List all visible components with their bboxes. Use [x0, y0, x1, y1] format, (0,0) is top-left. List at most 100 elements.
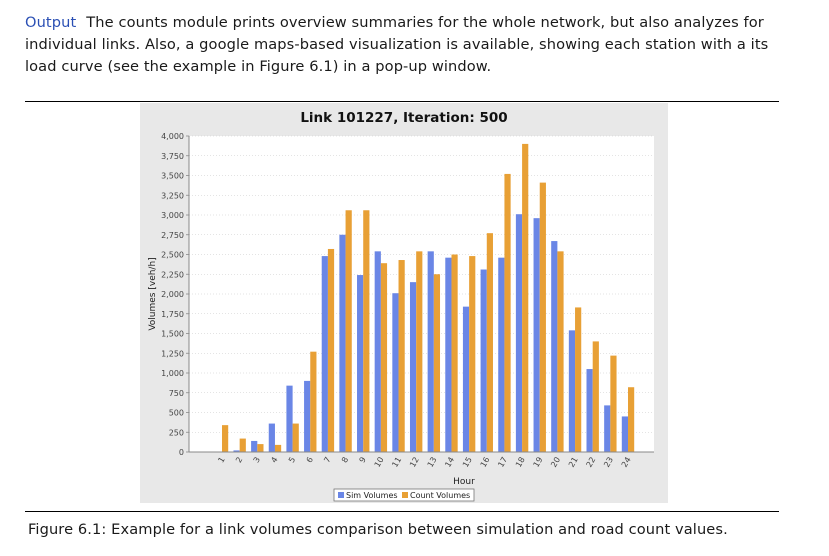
x-tick-label: 10	[373, 456, 386, 469]
bar-count-volume	[239, 438, 246, 452]
y-tick-label: 0	[179, 448, 184, 457]
y-tick-label: 1,000	[161, 369, 184, 378]
legend-label-count: Count Volumes	[410, 491, 470, 500]
bar-count-volume	[257, 444, 264, 452]
x-tick-label: 24	[620, 456, 633, 469]
bar-sim-volume	[480, 269, 487, 452]
x-tick-labels: 1 2 3 4 5 6 7 8 9 10 11 12 13 14 15 16 17 18 19 20 21 22 23 24	[216, 456, 632, 469]
bar-count-volume	[398, 260, 405, 452]
bar-count-volume	[486, 233, 493, 452]
figure-bottom-rule	[25, 511, 779, 512]
y-tick-label: 500	[169, 409, 184, 418]
y-tick-label: 2,250	[161, 270, 184, 279]
bar-sim-volume	[533, 218, 540, 452]
y-tick-labels: 0 250 500 750 1,000 1,250 1,500 1,750 2,000 2,250…	[161, 132, 189, 457]
x-tick-label: 12	[408, 456, 421, 469]
x-tick-label: 22	[585, 456, 598, 469]
x-tick-label: 20	[549, 456, 562, 469]
x-tick-label: 4	[269, 456, 279, 465]
bar-count-volume	[345, 210, 352, 452]
x-tick-label: 6	[305, 456, 315, 465]
bar-count-volume	[522, 143, 529, 452]
bar-count-volume	[274, 444, 282, 452]
bar-sim-volume	[498, 257, 505, 452]
y-tick-label: 1,750	[161, 310, 184, 319]
bar-count-volume	[451, 254, 458, 452]
bar-count-volume	[539, 182, 546, 453]
y-tick-label: 2,750	[161, 231, 184, 240]
bar-sim-volume	[339, 234, 346, 452]
bar-sim-volume	[304, 380, 311, 452]
output-keyword: Output	[25, 14, 77, 31]
bar-sim-volume	[392, 293, 399, 452]
y-axis-label: Volumes [veh/h]	[148, 257, 158, 330]
bar-sim-volume	[409, 282, 417, 452]
y-tick-label: 250	[169, 428, 184, 437]
y-tick-label: 1,250	[161, 349, 184, 358]
y-tick-label: 4,000	[161, 132, 184, 141]
bar-sim-volume	[586, 369, 593, 452]
x-tick-label: 13	[426, 456, 439, 469]
bar-sim-volume	[374, 251, 381, 452]
legend-swatch-count	[402, 492, 408, 498]
x-tick-label: 2	[234, 456, 244, 465]
y-tick-label: 3,500	[161, 172, 184, 181]
y-tick-label: 3,750	[161, 152, 184, 161]
y-tick-label: 2,000	[161, 290, 184, 299]
bar-sim-volume	[604, 405, 611, 452]
bar-count-volume	[310, 351, 317, 452]
bar-sim-volume	[321, 256, 328, 452]
bar-count-volume	[469, 256, 476, 452]
bar-sim-volume	[251, 440, 258, 452]
bar-count-volume	[628, 387, 635, 452]
volumes-chart: Link 101227, Iteration: 500 0 250 500 750 1,…	[140, 103, 668, 503]
y-tick-label: 750	[169, 389, 184, 398]
bar-count-volume	[416, 251, 423, 452]
bar-count-volume	[557, 251, 564, 452]
x-axis-label: Hour	[453, 477, 475, 487]
x-tick-label: 5	[287, 456, 297, 465]
bar-sim-volume	[515, 214, 523, 452]
bar-count-volume	[575, 307, 582, 452]
x-tick-label: 17	[496, 456, 509, 469]
legend-label-sim: Sim Volumes	[346, 491, 398, 500]
legend: Sim Volumes Count Volumes	[333, 488, 475, 502]
x-tick-label: 8	[340, 456, 350, 465]
bar-sim-volume	[445, 257, 452, 452]
bar-count-volume	[327, 248, 335, 452]
x-tick-label: 19	[532, 456, 545, 469]
y-tick-label: 2,500	[161, 251, 184, 260]
bar-sim-volume	[621, 416, 628, 452]
bar-sim-volume	[286, 385, 293, 452]
y-tick-label: 3,000	[161, 211, 184, 220]
bar-sim-volume	[568, 330, 576, 452]
bar-count-volume	[292, 423, 299, 452]
x-tick-label: 18	[514, 456, 527, 469]
bars	[222, 143, 635, 453]
bar-sim-volume	[268, 423, 275, 452]
x-tick-label: 15	[461, 456, 474, 469]
x-tick-label: 14	[443, 456, 456, 469]
bar-sim-volume	[551, 241, 558, 452]
x-tick-label: 16	[479, 456, 492, 469]
bar-count-volume	[222, 425, 229, 452]
figure-caption: Figure 6.1: Example for a link volumes c…	[28, 521, 728, 538]
figure-top-rule	[25, 101, 779, 102]
bar-count-volume	[433, 274, 441, 452]
x-tick-label: 21	[567, 456, 580, 469]
bar-sim-volume	[233, 450, 240, 452]
y-tick-label: 3,250	[161, 191, 184, 200]
bar-sim-volume	[462, 306, 470, 452]
chart-title: Link 101227, Iteration: 500	[300, 110, 507, 126]
intro-paragraph: Output The counts module prints overview …	[25, 12, 785, 78]
x-tick-label: 7	[322, 456, 332, 465]
x-tick-label: 3	[252, 456, 262, 465]
bar-sim-volume	[357, 275, 364, 452]
intro-text: The counts module prints overview summar…	[25, 14, 769, 75]
bar-count-volume	[610, 355, 617, 452]
bar-count-volume	[504, 173, 511, 453]
x-tick-label: 23	[602, 456, 615, 469]
bar-count-volume	[380, 263, 388, 452]
bar-count-volume	[592, 341, 599, 452]
x-tick-label: 1	[216, 456, 226, 465]
